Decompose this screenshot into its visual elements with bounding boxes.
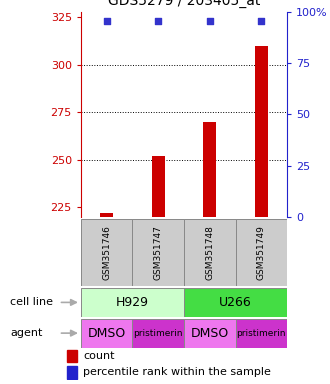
Point — [207, 18, 213, 24]
Bar — [255, 46, 268, 217]
Text: agent: agent — [10, 328, 42, 338]
Bar — [81, 219, 132, 286]
Text: DMSO: DMSO — [191, 327, 229, 339]
Point — [259, 18, 264, 24]
Bar — [236, 319, 287, 348]
Point — [104, 18, 109, 24]
Text: count: count — [83, 351, 115, 361]
Bar — [100, 213, 113, 217]
Bar — [236, 219, 287, 286]
Bar — [152, 156, 165, 217]
Title: GDS5279 / 203405_at: GDS5279 / 203405_at — [108, 0, 260, 8]
Text: H929: H929 — [116, 296, 149, 309]
Text: cell line: cell line — [10, 297, 53, 308]
Bar — [132, 319, 184, 348]
Bar — [184, 288, 287, 317]
Text: DMSO: DMSO — [87, 327, 126, 339]
Bar — [132, 219, 184, 286]
Bar — [203, 122, 216, 217]
Text: GSM351747: GSM351747 — [154, 225, 163, 280]
Point — [155, 18, 161, 24]
Bar — [67, 350, 77, 362]
Text: pristimerin: pristimerin — [237, 329, 286, 338]
Text: pristimerin: pristimerin — [133, 329, 183, 338]
Bar — [67, 366, 77, 379]
Bar — [184, 219, 236, 286]
Text: U266: U266 — [219, 296, 252, 309]
Bar — [81, 319, 132, 348]
Bar — [184, 319, 236, 348]
Text: GSM351748: GSM351748 — [205, 225, 214, 280]
Bar — [81, 288, 184, 317]
Text: GSM351749: GSM351749 — [257, 225, 266, 280]
Text: percentile rank within the sample: percentile rank within the sample — [83, 367, 271, 377]
Text: GSM351746: GSM351746 — [102, 225, 111, 280]
